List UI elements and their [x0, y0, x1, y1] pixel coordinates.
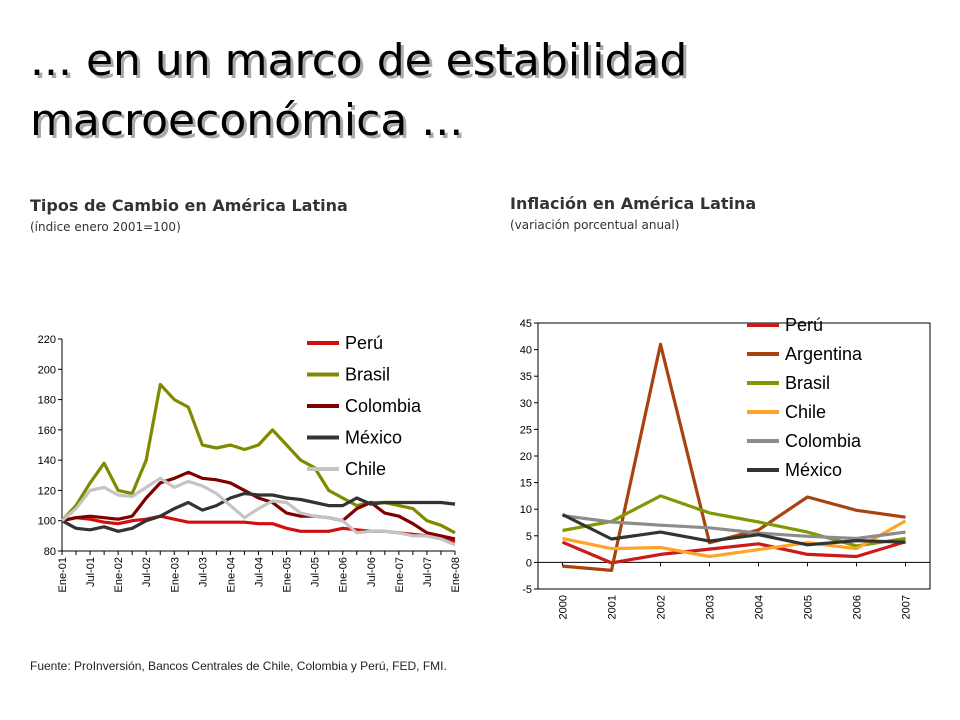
- y-tick-label: 80: [44, 546, 56, 558]
- plot-frame: [537, 322, 931, 590]
- x-tick-label: Ene-05: [282, 557, 294, 592]
- x-tick-label: 2000: [558, 595, 570, 619]
- series-line: [561, 513, 906, 547]
- title-shadow: ... en un marco de estabilidad: [33, 38, 690, 89]
- x-tick-label: Jul-01: [85, 557, 97, 587]
- series-line: [562, 519, 907, 559]
- x-tick-label: Ene-06: [338, 557, 350, 592]
- y-tick-label: 30: [520, 398, 532, 410]
- y-tick-label: 200: [38, 364, 56, 376]
- y-tick-label: 5: [526, 531, 532, 543]
- source-note: Fuente: ProInversión, Bancos Centrales d…: [30, 659, 447, 673]
- series-line: [562, 494, 906, 548]
- slide-title: macroeconómica ...: [30, 95, 463, 146]
- chart-title: Tipos de Cambio en América Latina: [30, 196, 348, 215]
- legend-label: México: [345, 428, 402, 448]
- legend-label: Brasil: [785, 373, 830, 393]
- legend-label: Colombia: [345, 396, 422, 416]
- title-shadow: macroeconómica ...: [33, 98, 466, 149]
- x-tick-label: 2004: [754, 595, 766, 619]
- y-tick-label: 40: [520, 345, 532, 357]
- y-tick-label: 140: [38, 455, 56, 467]
- x-tick-label: 2001: [607, 595, 619, 619]
- y-tick-label: 45: [520, 318, 532, 330]
- x-tick-label: Jul-05: [310, 557, 322, 587]
- legend-label: Chile: [785, 402, 826, 422]
- series-line: [61, 491, 456, 533]
- series-line: [562, 514, 906, 541]
- series-line: [60, 476, 456, 547]
- x-tick-label: Jul-06: [366, 557, 378, 587]
- x-tick-label: Jul-07: [422, 557, 434, 587]
- x-tick-label: 2002: [656, 595, 668, 619]
- chart-subtitle: (variación porcentual anual): [510, 218, 679, 232]
- chart-subtitle: (índice enero 2001=100): [30, 220, 181, 234]
- x-tick-label: 2005: [803, 595, 815, 619]
- x-tick-label: Jul-02: [141, 557, 153, 587]
- y-tick-label: 120: [38, 485, 56, 497]
- slide-title: ... en un marco de estabilidad: [30, 35, 687, 86]
- y-tick-label: 15: [520, 478, 532, 490]
- x-tick-label: Ene-08: [450, 557, 462, 592]
- legend-label: Perú: [345, 333, 383, 353]
- y-tick-label: 20: [520, 451, 532, 463]
- y-tick-label: 0: [526, 557, 532, 569]
- x-tick-label: Ene-07: [394, 557, 406, 592]
- y-tick-label: 35: [520, 371, 532, 383]
- x-tick-label: Ene-02: [113, 557, 125, 592]
- y-tick-label: 10: [520, 504, 532, 516]
- legend-label: Brasil: [345, 365, 390, 385]
- x-tick-label: 2007: [901, 595, 913, 619]
- x-tick-label: Ene-03: [169, 557, 181, 592]
- y-tick-label: 160: [38, 425, 56, 437]
- y-tick-label: 220: [38, 334, 56, 346]
- x-tick-label: Jul-03: [197, 557, 209, 587]
- series-line: [61, 470, 456, 541]
- chart-title: Inflación en América Latina: [510, 194, 756, 213]
- y-tick-label: 25: [520, 424, 532, 436]
- x-tick-label: Jul-04: [254, 557, 266, 587]
- y-tick-label: 180: [38, 395, 56, 407]
- x-tick-label: 2006: [852, 595, 864, 619]
- y-tick-label: 100: [38, 516, 56, 528]
- legend-label: Colombia: [785, 431, 862, 451]
- series-line: [561, 540, 906, 565]
- x-tick-label: 2003: [705, 595, 717, 619]
- x-tick-label: Ene-01: [57, 557, 69, 592]
- legend-label: Perú: [785, 315, 823, 335]
- legend-label: México: [785, 460, 842, 480]
- legend-label: Chile: [345, 459, 386, 479]
- x-tick-label: Ene-04: [225, 557, 237, 592]
- legend-label: Argentina: [785, 344, 863, 364]
- y-tick-label: -5: [522, 584, 532, 596]
